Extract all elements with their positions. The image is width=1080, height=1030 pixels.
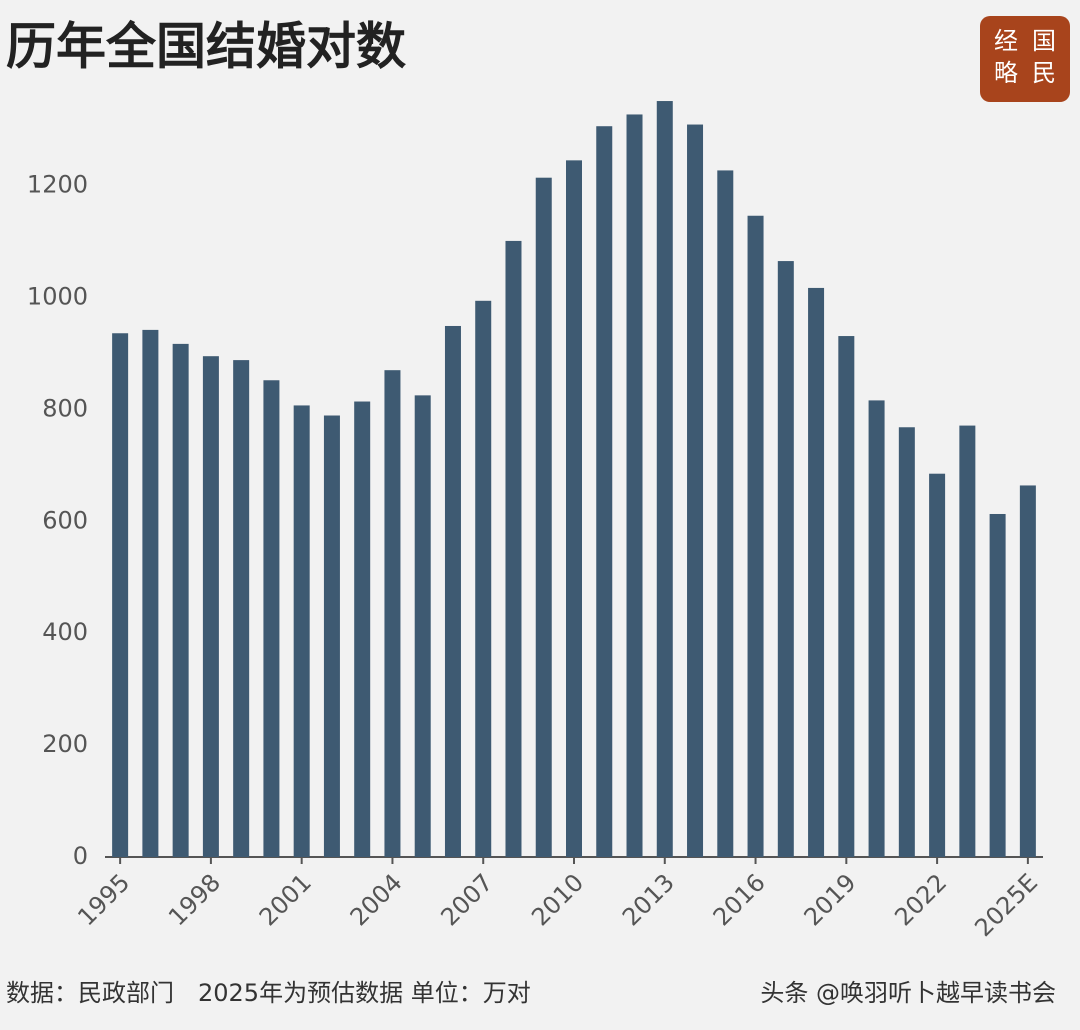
logo-text: 民 (1032, 59, 1056, 87)
bar (263, 380, 280, 857)
y-tick-label: 400 (42, 618, 88, 646)
bar (535, 177, 552, 858)
y-tick-label: 600 (42, 506, 88, 534)
bar (505, 240, 522, 858)
bar (989, 513, 1006, 857)
bar (626, 114, 643, 857)
bar (717, 170, 734, 857)
bar (384, 370, 401, 857)
bar (444, 325, 461, 858)
bar (1019, 485, 1036, 857)
y-tick-label: 800 (42, 394, 88, 422)
bar (202, 356, 219, 857)
y-tick-label: 200 (42, 730, 88, 758)
bar (566, 160, 582, 858)
logo-text: 经 (994, 27, 1018, 55)
bar (687, 124, 704, 858)
y-tick-label: 0 (73, 842, 88, 870)
y-tick-label: 1000 (27, 282, 88, 310)
bar (747, 215, 764, 857)
footnote: 数据：民政部门 2025年为预估数据 单位：万对 (6, 979, 531, 1007)
bar (142, 329, 159, 857)
bar (777, 261, 794, 858)
logo-text: 略 (994, 59, 1018, 87)
bar (233, 360, 250, 857)
bar (959, 425, 976, 857)
bar (898, 427, 915, 857)
bar (323, 415, 340, 857)
bar (929, 473, 946, 857)
logo (980, 16, 1070, 102)
bar (596, 126, 613, 857)
bar (354, 401, 371, 857)
bar (414, 395, 431, 857)
y-tick-label: 1200 (27, 171, 88, 199)
bar (112, 333, 129, 857)
bar (868, 400, 885, 857)
watermark: 头条 @唤羽听卜越早读书会 (760, 979, 1056, 1007)
bar (838, 336, 855, 857)
bar (172, 343, 189, 858)
bar (656, 101, 673, 858)
bar (808, 287, 825, 857)
bar (293, 405, 310, 857)
chart-title: 历年全国结婚对数 (6, 18, 406, 76)
bar (475, 300, 492, 857)
logo-text: 国 (1032, 27, 1056, 55)
